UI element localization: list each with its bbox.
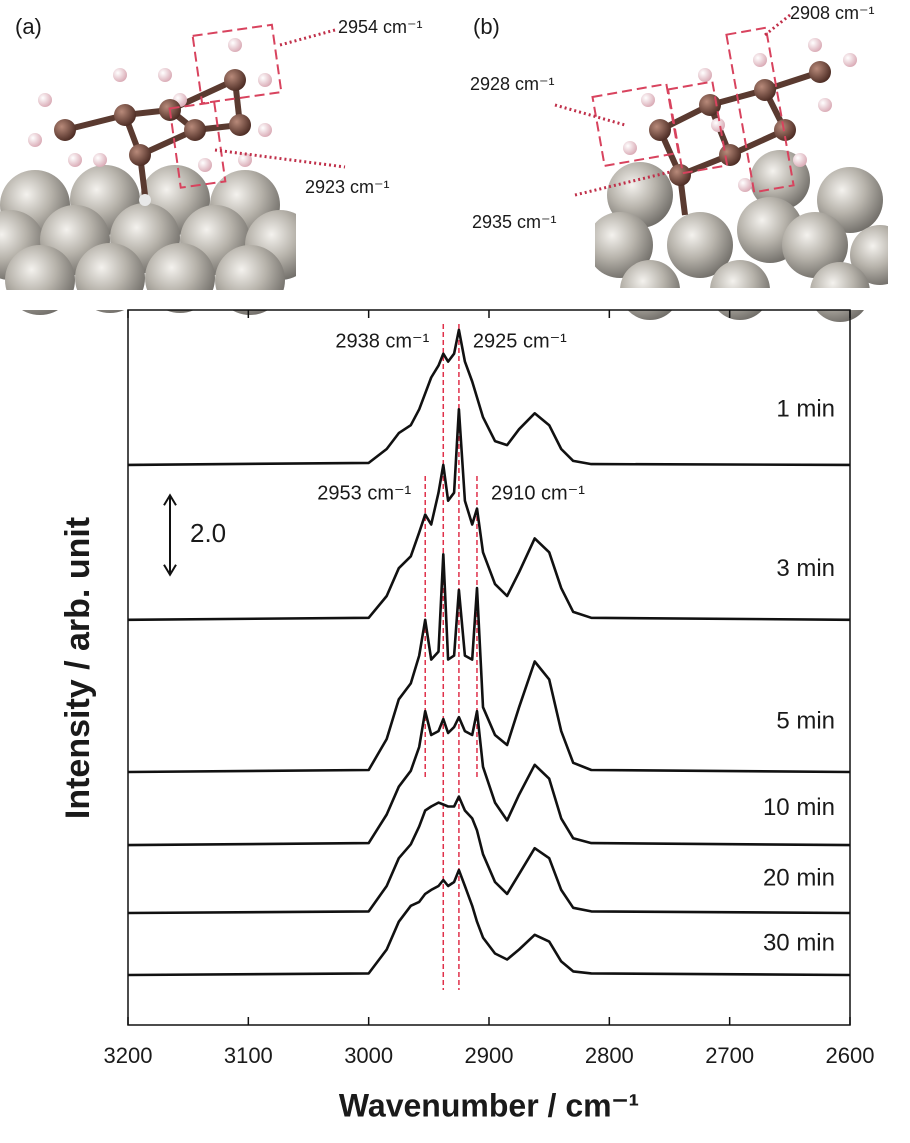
scale-arrow xyxy=(163,493,177,506)
leader xyxy=(554,13,791,197)
mode-label: 2908 cm⁻¹ xyxy=(790,3,875,23)
x-tick-label: 3200 xyxy=(104,1043,153,1068)
x-tick-label: 3100 xyxy=(224,1043,273,1068)
spectrum-line xyxy=(127,328,851,467)
series-label: 10 min xyxy=(763,794,835,821)
surface xyxy=(575,150,910,322)
x-axis-title: Wavenumber / cm⁻¹ xyxy=(339,1087,639,1123)
spectrum-line xyxy=(127,408,851,622)
mode-label: 2935 cm⁻¹ xyxy=(472,212,557,232)
series-label: 20 min xyxy=(763,864,835,891)
scale-arrow xyxy=(163,564,177,577)
peak-label: 2925 cm⁻¹ xyxy=(473,330,567,352)
series-label: 3 min xyxy=(776,555,835,582)
surface xyxy=(0,160,316,315)
mode-label: 2954 cm⁻¹ xyxy=(338,17,423,37)
panel-label: (a) xyxy=(15,14,42,39)
panel-label: (b) xyxy=(473,14,500,39)
x-tick-label: 2700 xyxy=(705,1043,754,1068)
x-tick-label: 2900 xyxy=(465,1043,514,1068)
molecule xyxy=(28,38,272,206)
spectrum-line xyxy=(127,795,851,915)
x-tick-label: 2800 xyxy=(585,1043,634,1068)
spectrum-line xyxy=(127,709,851,847)
series-label: 1 min xyxy=(776,395,835,422)
spectrum-line xyxy=(127,868,851,977)
x-tick-label: 3000 xyxy=(344,1043,393,1068)
mode-label: 2928 cm⁻¹ xyxy=(470,74,555,94)
series-label: 30 min xyxy=(763,929,835,956)
plot-frame xyxy=(127,309,851,1026)
peak-label: 2953 cm⁻¹ xyxy=(317,482,411,504)
series-label: 5 min xyxy=(776,707,835,734)
spectrum-line xyxy=(127,553,851,774)
structure-b: (b) 2908 cm⁻¹ 2928 cm⁻¹ 2935 cm⁻¹ xyxy=(470,3,910,322)
mode-label: 2923 cm⁻¹ xyxy=(305,177,390,197)
peak-label: 2910 cm⁻¹ xyxy=(491,482,585,504)
y-axis-title: Intensity / arb. unit xyxy=(59,517,97,819)
leader xyxy=(214,28,346,169)
scale-label: 2.0 xyxy=(190,518,226,548)
structure-a: (a) 2954 cm⁻¹ 2923 cm⁻¹ xyxy=(0,14,423,315)
mode-box xyxy=(168,23,283,189)
x-tick-label: 2600 xyxy=(826,1043,875,1068)
peak-label: 2938 cm⁻¹ xyxy=(335,330,429,352)
